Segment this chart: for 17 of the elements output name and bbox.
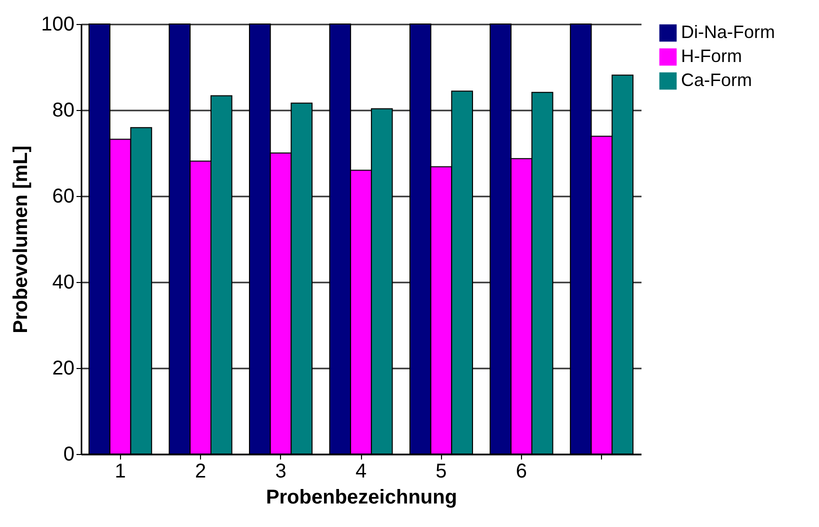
legend-label: H-Form: [681, 46, 742, 66]
legend-label: Di-Na-Form: [681, 22, 775, 42]
legend-label: Ca-Form: [681, 70, 752, 90]
x-tick-label: 6: [516, 460, 528, 482]
x-axis-title: Probenbezeichnung: [266, 486, 458, 508]
y-tick-label: 20: [52, 358, 74, 380]
y-axis-title: Probevolumen [mL]: [10, 146, 32, 334]
y-tick-label: 0: [63, 444, 74, 466]
x-tick-label: 3: [275, 460, 286, 482]
y-tick-label: 100: [41, 14, 74, 36]
x-tick-label: 1: [114, 460, 126, 482]
y-tick-label: 60: [52, 186, 74, 208]
x-tick-label: 4: [355, 460, 367, 482]
y-tick-label: 80: [52, 100, 74, 122]
x-tick-label: 5: [436, 460, 447, 482]
x-tick-label: 2: [194, 460, 206, 482]
y-tick-label: 40: [52, 272, 74, 294]
